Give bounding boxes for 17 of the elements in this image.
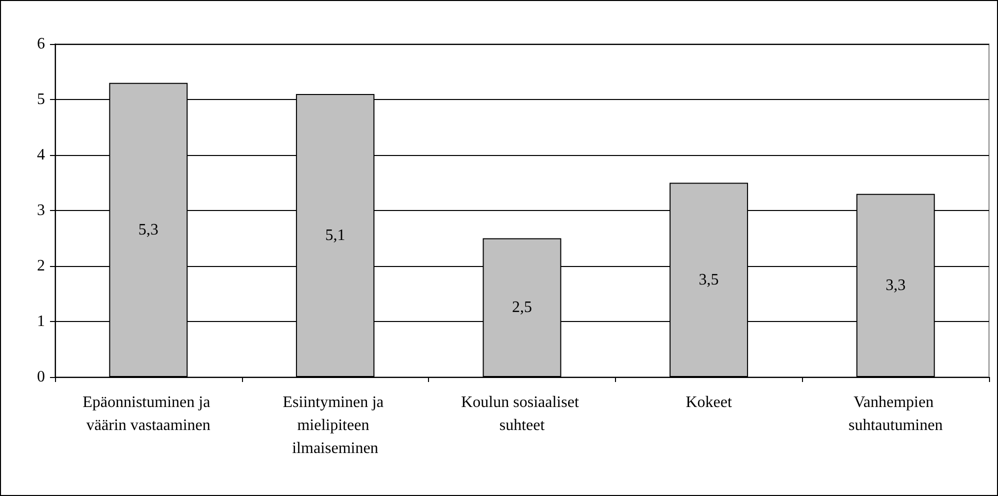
- y-tick-label: 4: [37, 146, 45, 164]
- x-tick-label: Esiintyminen ja mielipiteen ilmaiseminen: [282, 394, 388, 457]
- y-tick-label: 2: [37, 258, 45, 274]
- x-tick-label: Koulun sosiaaliset suhteet: [461, 394, 583, 434]
- data-label: 5,1: [325, 226, 346, 244]
- x-tick-label: Kokeet: [686, 394, 732, 411]
- data-label: 3,3: [886, 276, 906, 294]
- y-tick-label: 3: [37, 202, 45, 219]
- y-tick-label: 1: [37, 313, 45, 330]
- x-tick-label: Vanhempien suhtautuminen: [848, 394, 943, 434]
- y-tick-label: 5: [37, 91, 45, 108]
- data-label: 2,5: [512, 299, 532, 316]
- y-tick-label: 0: [37, 368, 45, 386]
- data-label: 5,3: [138, 221, 158, 238]
- y-tick-label: 6: [37, 36, 45, 52]
- x-tick-label: Epäonnistuminen ja väärin vastaaminen: [82, 394, 214, 434]
- data-label: 3,5: [698, 271, 719, 288]
